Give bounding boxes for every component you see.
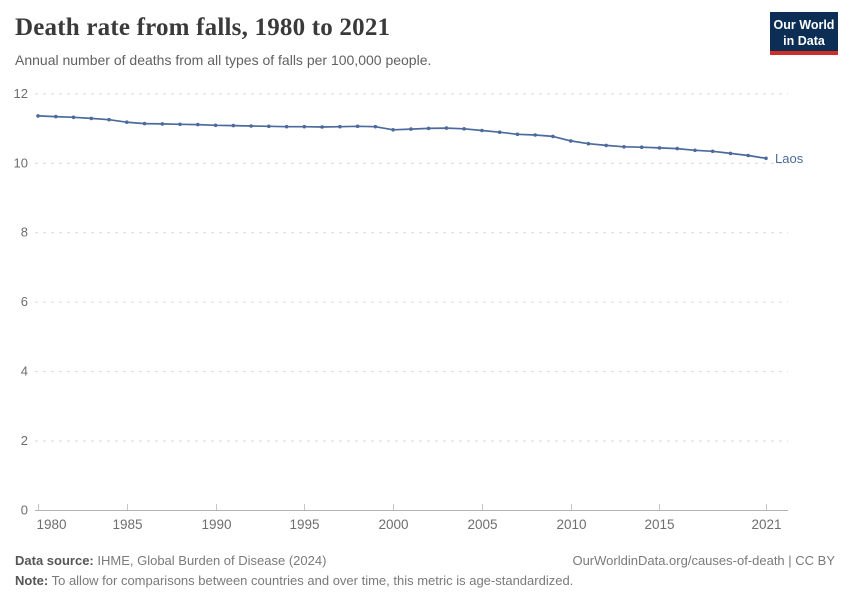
series-line-laos[interactable]: Laos (36, 114, 804, 166)
data-source: Data source: IHME, Global Burden of Dise… (15, 553, 326, 568)
data-point[interactable] (284, 124, 289, 129)
data-point[interactable] (302, 124, 307, 129)
y-tick-label: 8 (21, 225, 28, 240)
y-tick-label: 4 (21, 364, 28, 379)
chart-note: Note: To allow for comparisons between c… (15, 573, 573, 588)
data-point[interactable] (746, 153, 750, 158)
data-point[interactable] (497, 130, 502, 134)
data-point[interactable] (249, 124, 253, 128)
data-point[interactable] (89, 116, 94, 121)
data-point[interactable] (142, 121, 147, 126)
data-point[interactable] (622, 145, 626, 149)
data-point[interactable] (586, 141, 591, 146)
x-tick-label: 2000 (378, 517, 408, 532)
owid-logo[interactable]: Our World in Data (770, 12, 838, 55)
data-point[interactable] (213, 123, 218, 128)
data-point[interactable] (178, 122, 182, 127)
data-point[interactable] (54, 114, 58, 119)
data-point[interactable] (36, 114, 40, 118)
data-point[interactable] (675, 146, 679, 151)
data-point[interactable] (462, 127, 466, 131)
x-tick-label: 2010 (556, 517, 586, 532)
data-point[interactable] (568, 139, 573, 143)
x-tick-label: 2005 (467, 517, 497, 532)
data-point[interactable] (710, 149, 715, 154)
data-point[interactable] (480, 128, 484, 133)
x-tick-label: 2015 (644, 517, 674, 532)
x-axis: 1980 1985 1990 1995 2000 2005 2010 2015 2021 (37, 504, 782, 532)
data-point[interactable] (267, 124, 271, 129)
data-point[interactable] (444, 126, 449, 130)
x-tick-label: 1990 (201, 517, 231, 532)
x-tick-label: 1980 (37, 517, 67, 532)
data-point[interactable] (231, 123, 236, 128)
data-source-label: Data source: (15, 553, 94, 568)
data-point[interactable] (426, 126, 431, 131)
x-tick-label: 1985 (112, 517, 142, 532)
data-point[interactable] (515, 132, 520, 137)
data-point[interactable] (160, 122, 165, 126)
data-point[interactable] (391, 128, 395, 132)
page-subtitle: Annual number of deaths from all types o… (15, 52, 432, 68)
data-point[interactable] (71, 115, 76, 120)
x-tick-label: 2021 (751, 517, 781, 532)
owid-logo-line2: in Data (783, 34, 825, 48)
y-tick-label: 12 (14, 86, 28, 101)
data-point[interactable] (533, 133, 537, 137)
y-tick-label: 10 (14, 155, 28, 170)
data-point[interactable] (107, 117, 111, 122)
gridlines: 0 2 4 6 8 10 12 (14, 86, 788, 518)
data-point[interactable] (355, 124, 360, 129)
data-point[interactable] (639, 145, 644, 149)
data-point[interactable] (125, 120, 129, 124)
owid-logo-line1: Our World (773, 18, 835, 32)
data-point[interactable] (693, 148, 697, 153)
data-point[interactable] (657, 146, 662, 150)
chart-note-text: To allow for comparisons between countri… (48, 573, 574, 588)
series-label-laos[interactable]: Laos (775, 151, 804, 166)
data-point[interactable] (338, 124, 342, 129)
data-point[interactable] (373, 124, 378, 129)
page-title: Death rate from falls, 1980 to 2021 (15, 14, 391, 41)
chart-note-label: Note: (15, 573, 49, 588)
data-point[interactable] (196, 122, 200, 127)
data-source-text: IHME, Global Burden of Disease (2024) (93, 553, 327, 568)
data-point[interactable] (728, 151, 733, 156)
data-point[interactable] (764, 156, 768, 161)
data-point[interactable] (320, 125, 324, 129)
series-path[interactable] (37, 115, 767, 160)
owid-citation-link[interactable]: OurWorldinData.org/causes-of-death | CC … (572, 553, 835, 568)
data-point[interactable] (604, 143, 608, 148)
data-point[interactable] (551, 134, 555, 139)
data-point[interactable] (409, 127, 413, 131)
y-tick-label: 2 (21, 433, 28, 448)
y-tick-label: 6 (21, 294, 28, 309)
y-tick-label: 0 (21, 503, 28, 518)
x-tick-label: 1995 (289, 517, 319, 532)
chart-footer: Data source: IHME, Global Burden of Dise… (0, 553, 850, 600)
